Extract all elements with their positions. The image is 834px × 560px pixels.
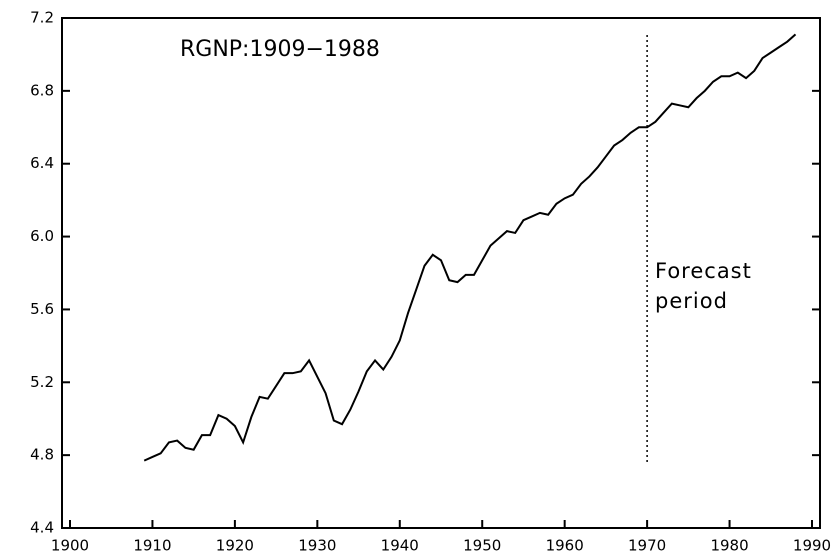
y-tick-label: 4.8 (30, 446, 54, 464)
x-tick-label: 1920 (216, 537, 254, 555)
annotation: Forecast (655, 259, 752, 283)
x-tick-label: 1960 (546, 537, 584, 555)
y-tick-label: 4.4 (30, 519, 54, 537)
x-tick-label: 1990 (793, 537, 831, 555)
y-tick-label: 7.2 (30, 9, 54, 27)
x-tick-label: 1900 (51, 537, 89, 555)
annotation: period (655, 289, 728, 313)
x-tick-label: 1950 (463, 537, 501, 555)
plot-frame (61, 17, 821, 529)
y-tick-label: 5.6 (30, 300, 54, 318)
x-tick-label: 1910 (133, 537, 171, 555)
x-tick-label: 1940 (381, 537, 419, 555)
y-tick-label: 6.4 (30, 154, 54, 172)
data-line (143, 33, 797, 462)
x-tick-label: 1980 (710, 537, 748, 555)
x-tick-label: 1930 (298, 537, 336, 555)
x-tick-label: 1970 (628, 537, 666, 555)
chart-title: RGNP:1909−1988 (180, 37, 380, 62)
y-tick-label: 6.8 (30, 81, 54, 99)
y-tick-label: 5.2 (30, 373, 54, 391)
y-tick-label: 6.0 (30, 227, 54, 245)
